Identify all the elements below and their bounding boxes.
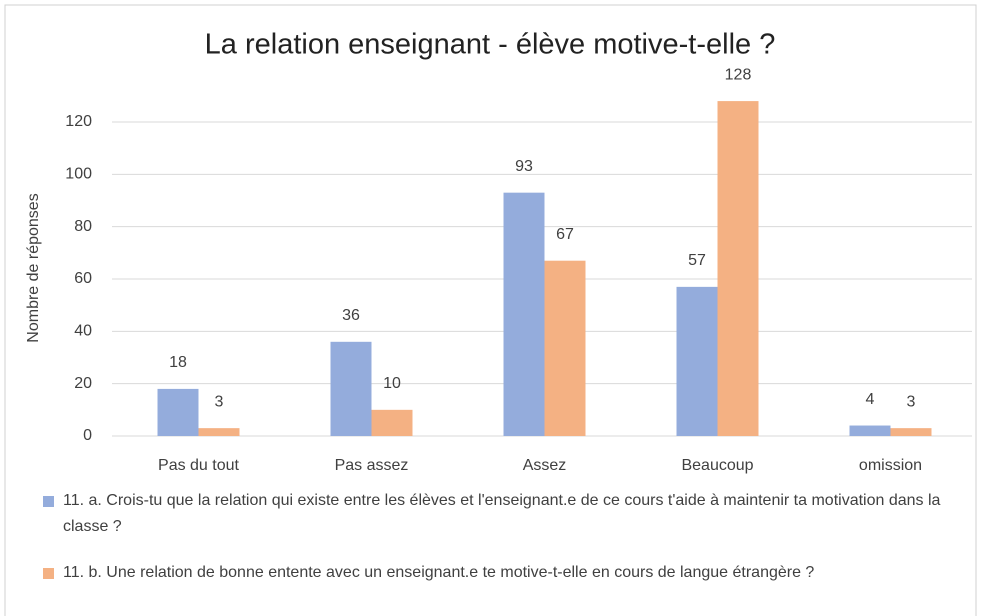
- legend: 11. a. Crois-tu que la relation qui exis…: [40, 488, 960, 606]
- y-tick-label: 0: [83, 427, 92, 444]
- chart-border: [4, 4, 977, 616]
- data-label: 4: [866, 391, 875, 408]
- bar: [676, 286, 718, 436]
- bar: [330, 341, 372, 436]
- y-tick-label: 40: [74, 323, 92, 340]
- legend-entry: 11. b. Une relation de bonne entente ave…: [40, 560, 960, 586]
- bar: [503, 192, 545, 436]
- legend-swatch: [43, 496, 54, 507]
- bar: [890, 428, 932, 436]
- legend-label: 11. a. Crois-tu que la relation qui exis…: [63, 492, 941, 535]
- data-label: 93: [515, 158, 533, 175]
- legend-entry: 11. a. Crois-tu que la relation qui exis…: [40, 488, 960, 540]
- y-tick-label: 80: [74, 218, 92, 235]
- data-label: 3: [215, 393, 224, 410]
- bar: [717, 101, 759, 436]
- legend-label: 11. b. Une relation de bonne entente ave…: [63, 564, 815, 581]
- y-tick-label: 20: [74, 375, 92, 392]
- data-label: 67: [556, 226, 574, 243]
- bar: [544, 260, 586, 436]
- x-tick-label: Pas du tout: [158, 457, 240, 474]
- y-tick-label: 100: [65, 166, 92, 183]
- x-tick-label: Assez: [523, 457, 567, 474]
- bar: [198, 428, 240, 436]
- bar: [157, 388, 199, 436]
- data-label: 128: [725, 66, 752, 83]
- data-label: 18: [169, 354, 187, 371]
- bar: [849, 425, 891, 436]
- x-tick-label: omission: [859, 457, 922, 474]
- y-tick-label: 120: [65, 113, 92, 130]
- data-label: 3: [907, 393, 916, 410]
- legend-swatch: [43, 568, 54, 579]
- data-label: 36: [342, 307, 360, 324]
- chart-title: La relation enseignant - élève motive-t-…: [205, 29, 776, 61]
- y-axis-label: Nombre de réponses: [25, 193, 42, 342]
- x-tick-label: Beaucoup: [681, 457, 753, 474]
- bar: [371, 409, 413, 436]
- data-label: 57: [688, 252, 706, 269]
- data-label: 10: [383, 375, 401, 392]
- x-tick-label: Pas assez: [335, 457, 409, 474]
- y-tick-label: 60: [74, 270, 92, 287]
